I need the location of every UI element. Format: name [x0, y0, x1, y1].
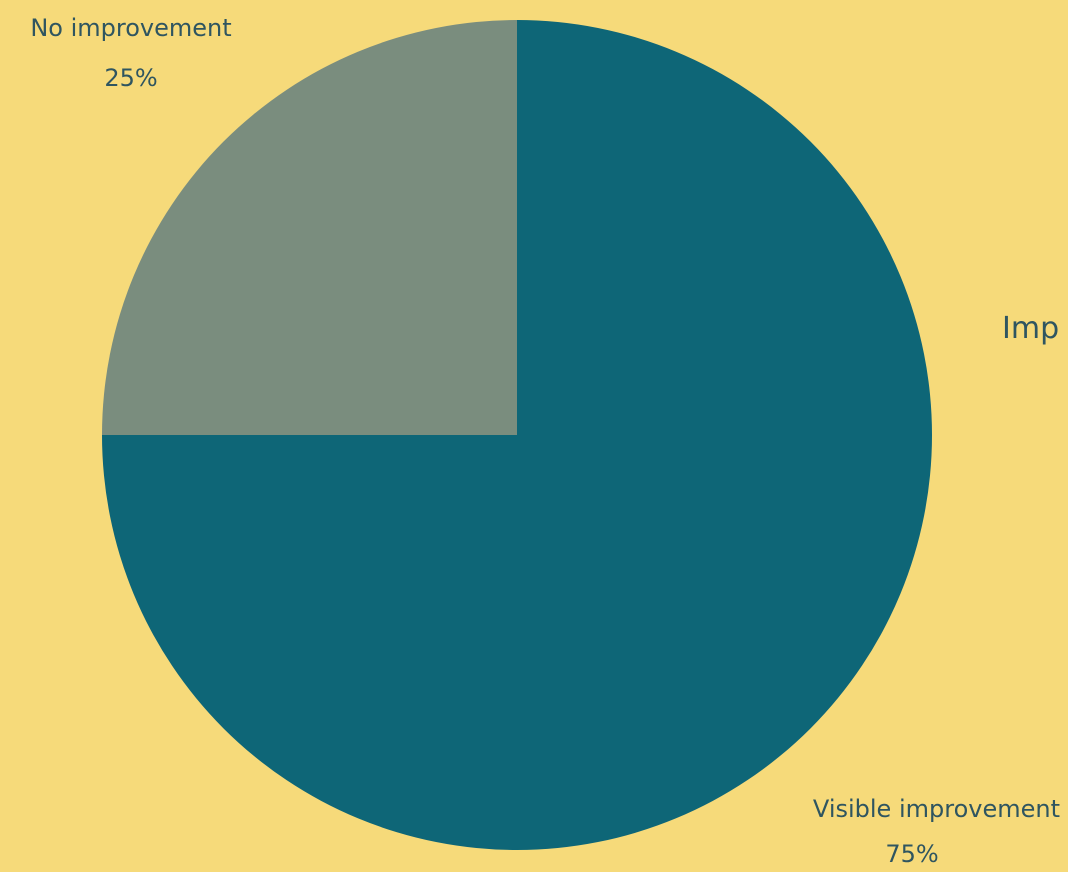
slice-label-no-improvement: No improvement 25%: [30, 14, 231, 92]
slice-label-value: 25%: [104, 64, 157, 92]
pie-slice-no-improvement: [102, 20, 517, 435]
slice-label-value: 75%: [885, 840, 938, 868]
pie-slices: [102, 20, 932, 850]
slice-label-name: Visible improvement: [813, 795, 1060, 823]
clipped-chart-label: Imp: [1002, 311, 1059, 346]
slice-label-visible-improvement: Visible improvement 75%: [813, 795, 1060, 868]
slice-label-name: No improvement: [30, 14, 231, 42]
